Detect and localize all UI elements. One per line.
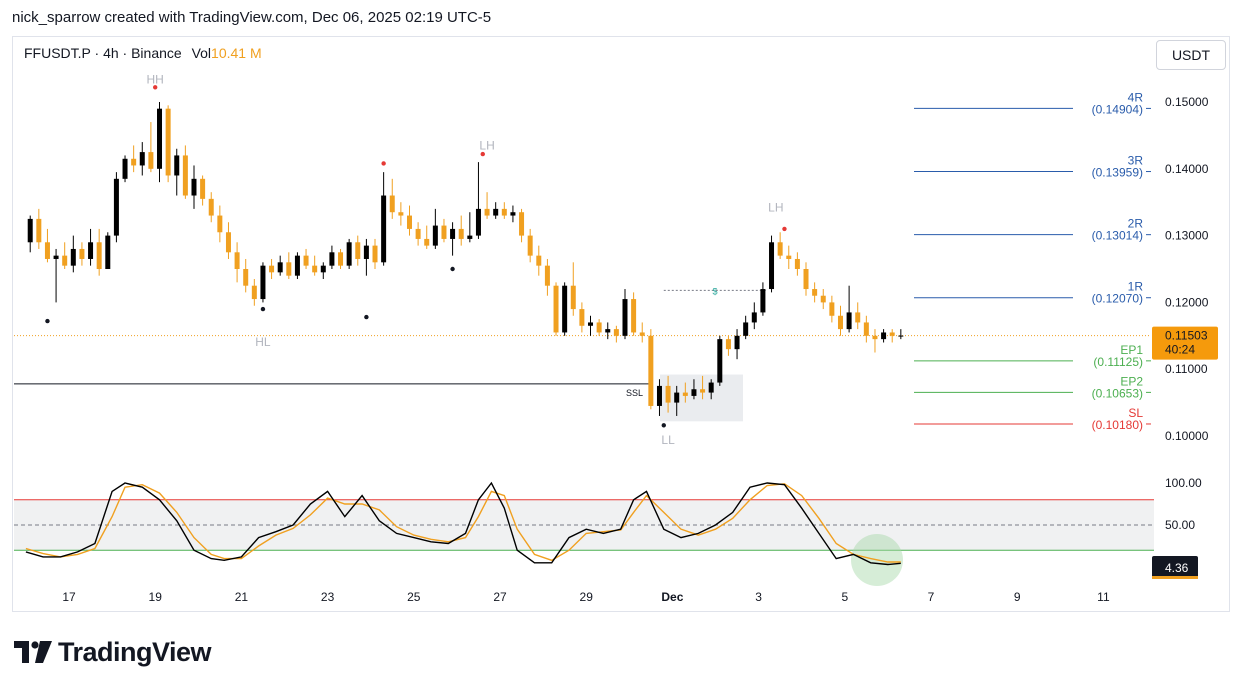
tradingview-logo-icon <box>14 641 52 663</box>
chart-frame <box>12 36 1230 612</box>
volume-value: 10.41 M <box>211 45 262 61</box>
tradingview-wordmark: TradingView <box>58 636 212 667</box>
currency-button[interactable]: USDT <box>1156 40 1226 70</box>
symbol-legend: FFUSDT.P · 4h · Binance Vol10.41 M <box>24 45 262 61</box>
symbol-name: FFUSDT.P · 4h · Binance <box>24 45 182 61</box>
chart-attribution: nick_sparrow created with TradingView.co… <box>12 9 492 26</box>
volume-label: Vol <box>191 45 212 61</box>
tradingview-logo: TradingView <box>14 636 212 668</box>
